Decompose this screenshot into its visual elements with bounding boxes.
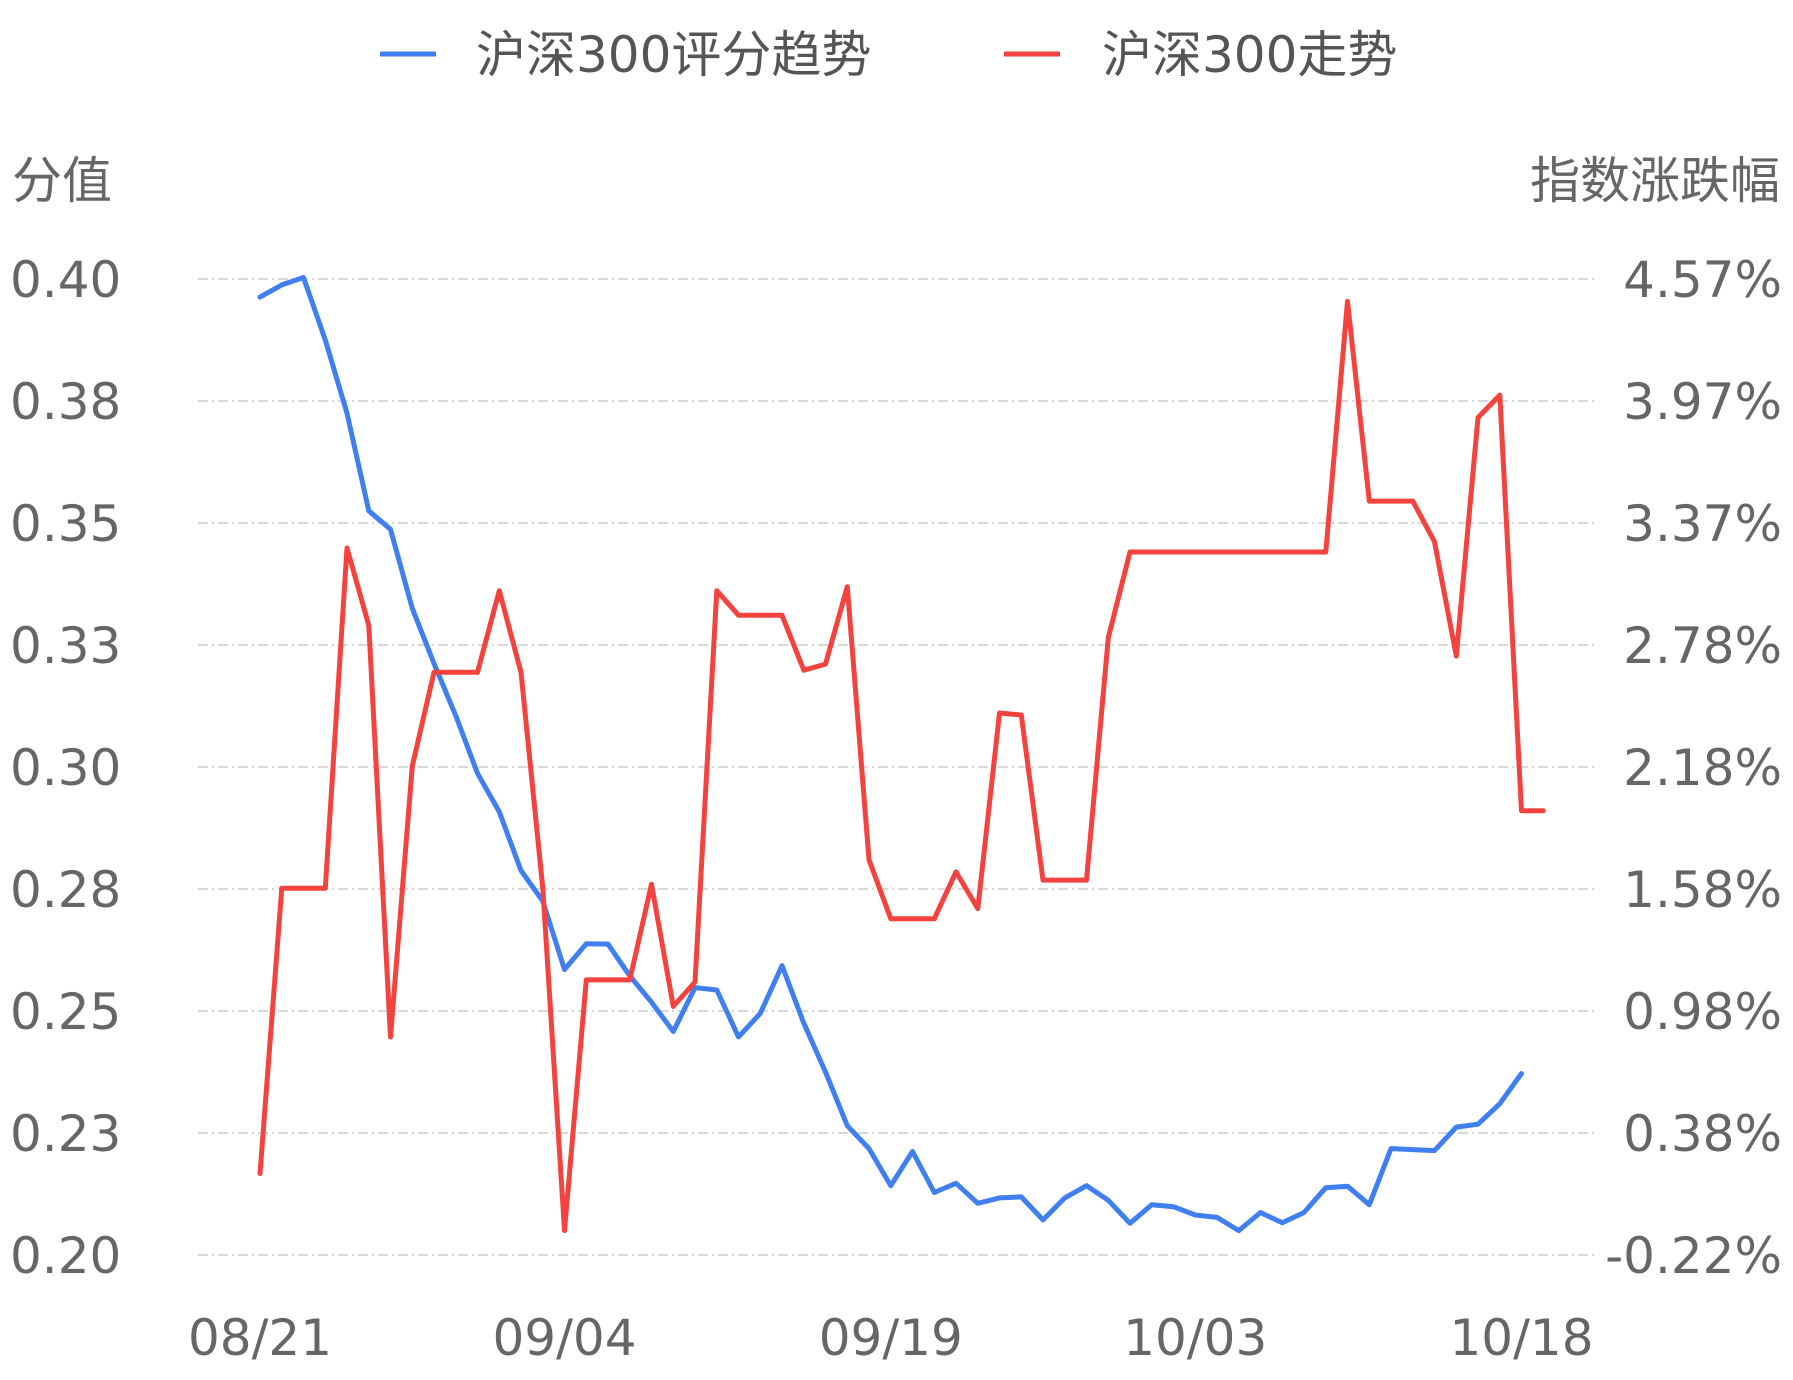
legend-label-score: 沪深300评分趋势 <box>476 26 871 84</box>
y-left-tick-label: 0.33 <box>10 617 121 675</box>
y-right-tick-label: 0.98% <box>1623 983 1782 1041</box>
y-right-axis-title: 指数涨跌幅 <box>1530 152 1780 210</box>
series-lines <box>257 275 1546 1234</box>
x-tick-label: 08/21 <box>188 1309 332 1367</box>
y-left-tick-label: 0.35 <box>10 495 121 553</box>
y-left-tick-label: 0.25 <box>10 983 121 1041</box>
y-right-tick-label: 4.57% <box>1623 251 1782 309</box>
y-right-tick-label: 0.38% <box>1623 1105 1782 1163</box>
grid <box>198 278 1595 1256</box>
y-right-tick-label: 2.18% <box>1623 739 1782 797</box>
y-left-tick-label: 0.40 <box>10 251 121 309</box>
y-right-tick-label: -0.22% <box>1605 1227 1782 1285</box>
y-right-tick-labels: 4.57% 3.97% 3.37% 2.78% 2.18% 1.58% 0.98% 0.38%… <box>1605 251 1782 1285</box>
y-left-tick-label: 0.30 <box>10 739 121 797</box>
y-left-tick-label: 0.38 <box>10 373 121 431</box>
y-left-tick-label: 0.28 <box>10 861 121 919</box>
x-tick-label: 10/18 <box>1449 1309 1593 1367</box>
y-left-tick-label: 0.23 <box>10 1105 121 1163</box>
y-left-tick-labels: 0.40 0.38 0.35 0.33 0.30 0.28 0.25 0.23 0.20 <box>10 251 121 1285</box>
series-line-index <box>257 298 1546 1233</box>
legend-label-index: 沪深300走势 <box>1102 26 1397 84</box>
x-tick-label: 09/04 <box>492 1309 636 1367</box>
y-left-tick-label: 0.20 <box>10 1227 121 1285</box>
x-tick-label: 10/03 <box>1123 1309 1267 1367</box>
y-right-tick-label: 3.97% <box>1623 373 1782 431</box>
legend-item-index[interactable]: 沪深300走势 <box>1004 26 1397 84</box>
y-right-tick-label: 1.58% <box>1623 861 1782 919</box>
x-tick-labels: 08/21 09/04 09/19 10/03 10/18 <box>188 1309 1594 1367</box>
x-tick-label: 09/19 <box>819 1309 963 1367</box>
y-right-tick-label: 2.78% <box>1623 617 1782 675</box>
series-line-score <box>257 275 1524 1234</box>
y-right-tick-label: 3.37% <box>1623 495 1782 553</box>
legend-item-score[interactable]: 沪深300评分趋势 <box>380 26 871 84</box>
y-left-axis-title: 分值 <box>12 152 112 210</box>
legend: 沪深300评分趋势 沪深300走势 <box>380 26 1397 84</box>
